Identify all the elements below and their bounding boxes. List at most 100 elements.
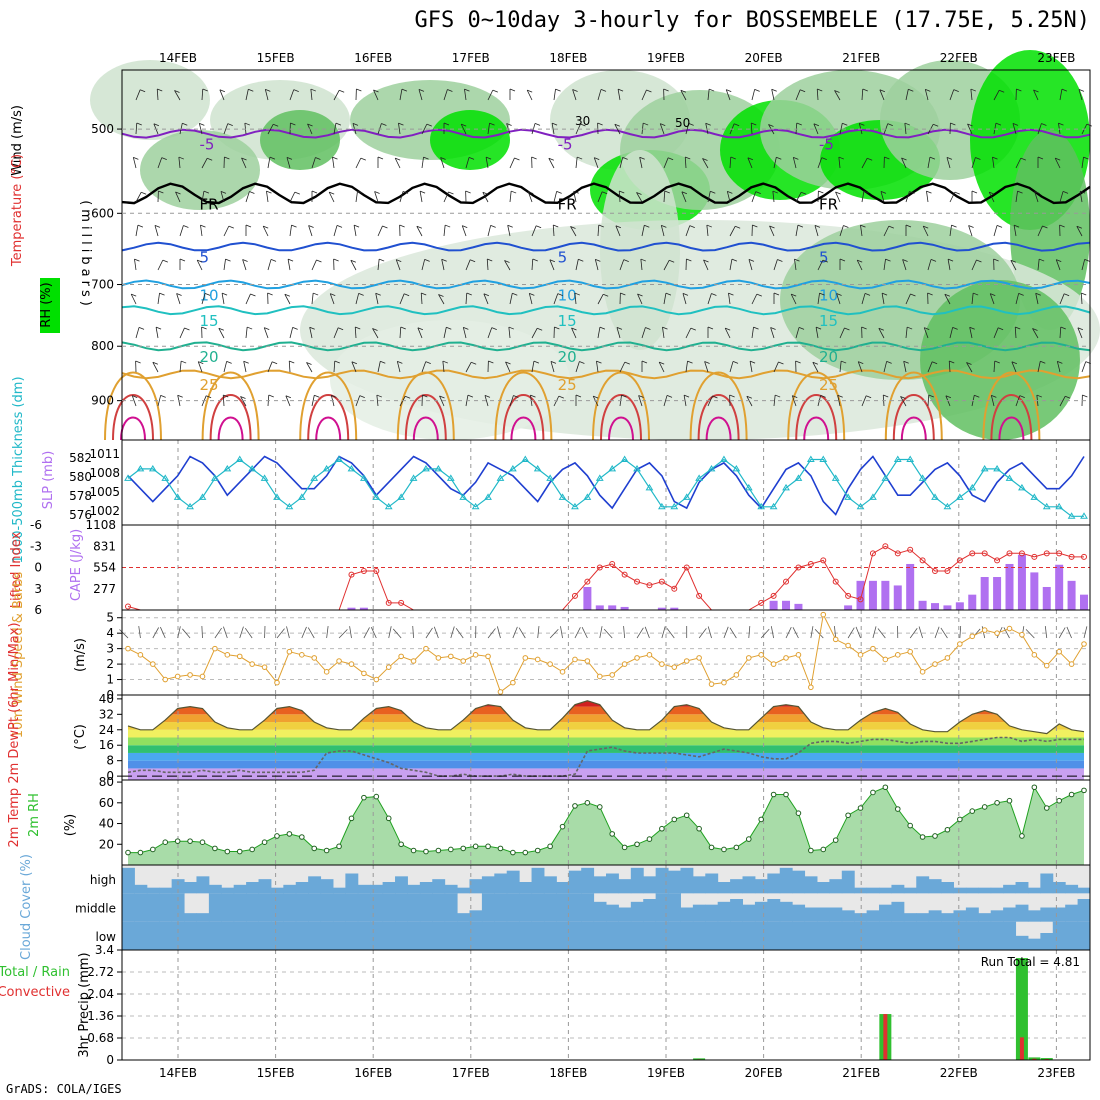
rh-point: [125, 849, 131, 856]
wind-barb: [861, 395, 867, 407]
cloud-low-cell: [370, 921, 384, 950]
wind-barb-flag: [820, 394, 826, 398]
wind-barb: [729, 226, 736, 237]
wind-barb: [399, 326, 402, 339]
li-line: [127, 545, 1084, 611]
cape-bar: [931, 603, 940, 610]
wind-speed-point: [907, 648, 913, 655]
wind-barb-flag: [930, 259, 937, 262]
wind-barb-flag: [575, 394, 582, 398]
wind-barb-flag: [616, 327, 623, 330]
cape-bar: [918, 600, 927, 610]
wind-barb: [949, 191, 956, 203]
wind-barb-10m: [723, 626, 729, 639]
li-point: [1068, 553, 1075, 560]
wind-barb: [1081, 259, 1086, 271]
wind-barb: [288, 360, 291, 373]
cloud-low-cell: [618, 921, 632, 950]
cloud-middle-cell: [246, 893, 260, 922]
cloud-middle-cell: [668, 893, 681, 922]
wind-barb-flag: [204, 293, 211, 296]
wind-speed-point: [125, 645, 131, 652]
wind-barb-10m: [581, 627, 588, 639]
boundary-temperature-loop: [892, 394, 935, 441]
cloud-high-cell: [134, 884, 148, 894]
cloud-low-cell: [928, 921, 942, 950]
wind-barb-flag: [334, 360, 340, 364]
wind-barb-flag: [505, 361, 511, 365]
wind-barb-flag: [730, 156, 736, 160]
wind-barb-flag: [880, 191, 887, 194]
rh-point: [274, 833, 280, 839]
cloud-low-cell: [208, 921, 222, 950]
cloud-low-cell: [1077, 921, 1091, 950]
rh-point: [522, 849, 529, 856]
wind-barb-flag: [1015, 326, 1021, 330]
cape-bar: [1067, 580, 1076, 610]
wind-barb: [353, 225, 357, 237]
wind-barb: [993, 327, 999, 339]
wind-barb: [815, 327, 819, 339]
thickness-point: [955, 493, 964, 500]
wind-barb: [1015, 395, 1021, 407]
cloud-high-cell: [804, 876, 818, 894]
wind-barb: [416, 226, 423, 237]
wind-barb: [245, 89, 249, 101]
rh-point: [199, 839, 206, 845]
wind-barb: [639, 157, 643, 169]
wind-tick-label: 0: [106, 688, 114, 702]
wind-barb: [574, 293, 577, 305]
thickness-point: [422, 464, 430, 472]
wind-barb-flag: [843, 225, 849, 228]
contour-label: FR: [558, 196, 577, 214]
wind-barb-10m: [388, 626, 392, 639]
cloud-middle-cell: [556, 893, 570, 922]
wind-speed-point: [696, 655, 702, 661]
cloud-low-cell: [1040, 933, 1054, 950]
wind-barb: [196, 259, 203, 271]
cape-tick-label: 277: [93, 582, 116, 596]
wind-barb-flag: [181, 360, 187, 364]
cloud-low-cell: [804, 921, 818, 950]
cloud-high-cell: [432, 879, 446, 894]
rh-point: [894, 806, 901, 812]
wind-barb-flag: [688, 122, 694, 126]
wind-barb-flag: [1076, 225, 1082, 229]
slp-tick-label: 1002: [89, 504, 120, 518]
cloud-low-cell: [270, 921, 284, 950]
boundary-temperature-loop: [608, 416, 634, 441]
cloud-high-cell: [742, 876, 756, 894]
boundary-temperature-loop: [209, 394, 252, 441]
wind-speed-point: [1019, 631, 1025, 638]
thickness-point: [980, 464, 989, 472]
cloud-middle-cell: [779, 901, 793, 922]
wind-barb: [614, 124, 621, 135]
wind-barb: [749, 361, 753, 373]
wind-barb: [619, 157, 624, 169]
wind-barb-10m: [119, 629, 129, 639]
wind-barb-flag: [138, 327, 145, 330]
thickness-point: [744, 483, 753, 491]
wind-barb-flag: [667, 157, 674, 161]
cloud-middle-cell: [332, 893, 346, 922]
cape-bar: [347, 607, 356, 610]
wind-speed-point: [944, 655, 951, 661]
wind-barb-flag: [710, 190, 716, 194]
rh-point: [572, 803, 578, 809]
wind-barb-flag: [729, 394, 735, 398]
wind-barb-flag: [1086, 123, 1092, 127]
li-point: [596, 564, 603, 571]
thickness-point: [819, 455, 828, 462]
cloud-middle-cell: [841, 910, 855, 922]
wind-speed-point: [745, 655, 752, 661]
wind-speed-point: [621, 661, 628, 667]
wind-barb-flag: [381, 123, 387, 126]
wind-barb-flag: [131, 293, 137, 297]
cloud-high-cell: [407, 884, 421, 894]
wind-barb-10m: [301, 626, 307, 639]
wind-barb-flag: [487, 258, 493, 262]
wind-barb: [550, 361, 555, 373]
temperature-side-label: Temperature (°C): [10, 154, 25, 267]
wind-barb-10m: [349, 626, 352, 639]
wind-barb-flag: [1035, 292, 1041, 296]
